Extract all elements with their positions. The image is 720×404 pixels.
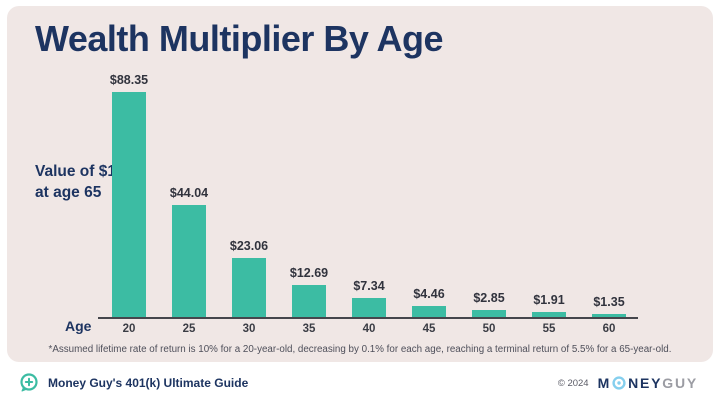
bar: [592, 313, 626, 317]
bar: [352, 298, 386, 317]
money-guy-bubble-icon: [20, 373, 38, 392]
bar-value-label: $23.06: [229, 239, 269, 254]
footer-copyright-logo: © 2024 M NEY GUY: [558, 375, 698, 391]
y-axis-annotation: Value of $1 at age 65: [35, 161, 116, 203]
logo-text-m: M: [597, 375, 612, 391]
x-tick-label: 25: [182, 323, 196, 335]
bar-value-label: $12.69: [289, 265, 329, 280]
bar-value-label: $7.34: [353, 279, 385, 294]
bar-chart: Age $88.35 20 $44.04 25 $23.06 30 $12.69 35 $7.3…: [7, 6, 713, 362]
x-tick-label: 20: [122, 323, 136, 335]
x-tick-label: 45: [422, 323, 436, 335]
bar-value-label: $88.35: [109, 73, 149, 87]
chart-card: Wealth Multiplier By Age Value of $1 at …: [7, 6, 713, 362]
footnote: *Assumed lifetime rate of return is 10% …: [48, 344, 672, 355]
y-axis-annotation-line2: at age 65: [35, 184, 102, 201]
bar-value-label: $4.46: [413, 286, 445, 301]
bar-value-label: $44.04: [169, 185, 209, 200]
bar-value-label: $1.91: [533, 293, 565, 308]
footer-brand: Money Guy's 401(k) Ultimate Guide: [18, 372, 248, 394]
x-tick-label: 50: [482, 323, 496, 335]
x-axis-line: [98, 317, 638, 319]
x-tick-label: 35: [302, 323, 316, 335]
y-axis-annotation-line1: Value of $1: [35, 163, 116, 180]
bar: [172, 204, 206, 317]
bar: [472, 309, 506, 317]
bar: [292, 284, 326, 317]
logo-text-guy: GUY: [662, 375, 698, 391]
bar: [232, 258, 266, 317]
bar-value-label: $2.85: [473, 290, 505, 305]
x-axis-label: Age: [65, 318, 92, 334]
x-tick-label: 55: [542, 323, 556, 335]
bar: [412, 305, 446, 317]
footer-title: Money Guy's 401(k) Ultimate Guide: [48, 376, 249, 390]
bar: [532, 312, 566, 317]
x-tick-label: 60: [602, 323, 616, 335]
footer: Money Guy's 401(k) Ultimate Guide © 2024…: [0, 362, 720, 404]
x-tick-label: 40: [362, 323, 376, 335]
logo-text-ney: NEY: [628, 375, 663, 391]
bar-value-label: $1.35: [593, 294, 625, 309]
chart-title: Wealth Multiplier By Age: [35, 18, 444, 59]
logo-o-icon: [612, 376, 626, 390]
x-tick-label: 30: [242, 323, 256, 335]
bar: [112, 92, 146, 317]
moneyguy-logo: M NEY GUY: [598, 375, 698, 391]
copyright: © 2024: [557, 377, 589, 389]
